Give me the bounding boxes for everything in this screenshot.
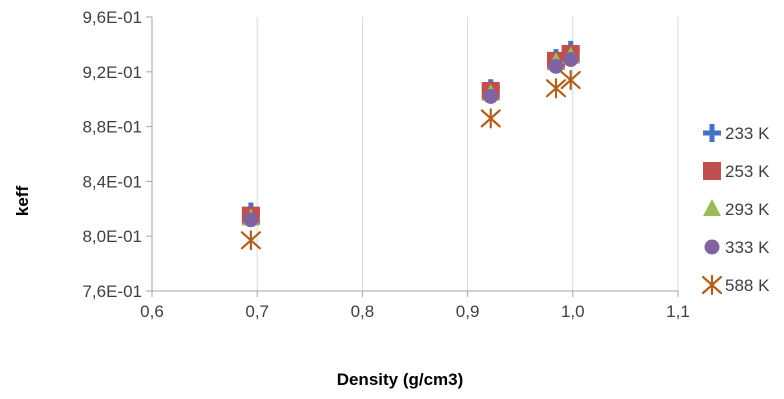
data-point [563, 51, 579, 67]
y-tick-label: 8,0E-01 [82, 227, 142, 246]
y-tick-label: 9,6E-01 [82, 8, 142, 27]
x-axis-title: Density (g/cm3) [337, 370, 464, 389]
data-point [548, 58, 564, 74]
legend-marker [703, 199, 721, 216]
legend-marker [701, 274, 723, 296]
data-point [545, 78, 567, 99]
legend-item: 233 K [703, 124, 770, 143]
legend-label: 293 K [725, 200, 770, 219]
legend-marker [703, 162, 721, 180]
legend-item: 588 K [701, 274, 770, 296]
legend-marker [703, 124, 721, 142]
series-333-k [243, 51, 579, 228]
y-tick-label: 8,4E-01 [82, 172, 142, 191]
series-588-k [240, 69, 581, 251]
y-axis-title: keff [13, 186, 32, 217]
x-tick-label: 0,7 [245, 302, 269, 321]
y-tick-label: 8,8E-01 [82, 118, 142, 137]
data-point [240, 230, 261, 251]
legend-label: 233 K [725, 124, 770, 143]
legend-marker [704, 239, 720, 255]
data-point [483, 88, 499, 104]
series-253-k [241, 44, 580, 225]
legend-item: 293 K [703, 199, 770, 219]
y-tick-label: 9,2E-01 [82, 63, 142, 82]
legend-label: 333 K [725, 238, 770, 257]
axes [146, 16, 679, 297]
legend-label: 588 K [725, 276, 770, 295]
legend: 233 K 253 K 293 K 333 K 588 K [701, 124, 770, 296]
x-tick-label: 1,0 [561, 302, 585, 321]
y-tick-label: 7,6E-01 [82, 282, 142, 301]
tick-labels: 7,6E-01 8,0E-01 8,4E-01 8,8E-01 9,2E-01 9,6E-… [82, 8, 689, 321]
legend-item: 253 K [703, 162, 770, 181]
data-point [560, 69, 581, 91]
legend-label: 253 K [725, 162, 770, 181]
x-tick-label: 1,1 [666, 302, 690, 321]
series-233-k [241, 40, 580, 221]
x-tick-label: 0,9 [456, 302, 480, 321]
data-point [480, 108, 501, 129]
x-tick-label: 0,8 [351, 302, 375, 321]
data-point [243, 212, 259, 228]
legend-item: 333 K [704, 238, 770, 257]
data-points [240, 40, 581, 251]
x-tick-label: 0,6 [140, 302, 164, 321]
gridlines [256, 17, 679, 291]
series-293-k [241, 46, 580, 226]
